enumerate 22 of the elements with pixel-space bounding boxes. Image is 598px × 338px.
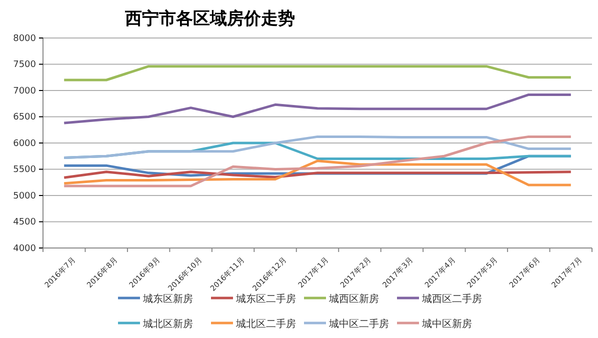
line-series [62, 135, 572, 159]
line-series [62, 93, 572, 124]
y-tick-label: 8000 [13, 34, 36, 44]
legend-label: 城中区新房 [421, 318, 472, 330]
legend-label: 城北区二手房 [235, 318, 296, 330]
legend-label: 城东区二手房 [235, 293, 296, 305]
y-tick-label: 5500 [13, 165, 36, 176]
chart-title: 西宁市各区域房价走势 [124, 9, 295, 29]
legend-label: 城东区新房 [142, 293, 193, 305]
y-tick-label: 7000 [13, 86, 36, 96]
y-tick-label: 7500 [13, 60, 36, 70]
line-series [62, 160, 572, 186]
legend-label: 城北区新房 [142, 318, 193, 330]
legend-label: 城中区二手房 [328, 318, 389, 330]
y-tick-label: 4000 [13, 244, 36, 254]
y-tick-label: 6500 [13, 112, 36, 123]
line-series [62, 135, 572, 188]
y-tick-label: 4500 [13, 218, 36, 228]
legend-label: 城西区二手房 [421, 293, 482, 305]
y-tick-label: 6000 [13, 138, 36, 149]
legend-label: 城西区新房 [328, 293, 379, 305]
y-tick-label: 5000 [13, 191, 36, 202]
